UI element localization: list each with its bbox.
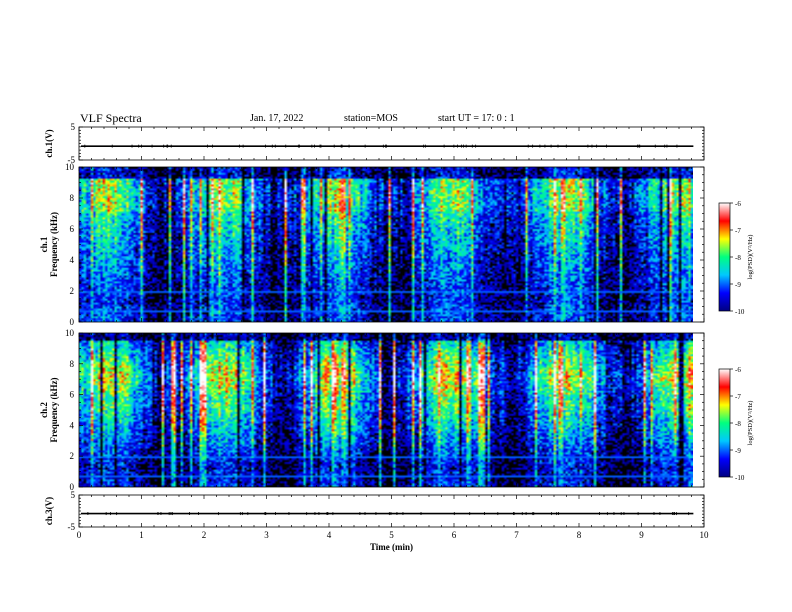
colorbar-tick-label-2-0: -6 <box>735 200 741 208</box>
waveform-spikes-4 <box>87 512 690 516</box>
colorbar-tick-label-2-1: -7 <box>735 227 741 235</box>
station-key: station= <box>344 113 377 124</box>
spectrogram-xticks-3 <box>78 333 705 487</box>
ytick-label-3-2: 2 <box>70 451 75 461</box>
ytick-label-2-8: 8 <box>70 193 75 203</box>
ytick-label-2-6: 6 <box>70 224 75 234</box>
xtick-label-1: 1 <box>139 530 144 540</box>
spectrogram-xticks-2 <box>78 167 705 322</box>
spectrogram-yticks-3 <box>79 332 704 488</box>
start-time-label: start UT = 17: 0 : 1 <box>438 113 515 124</box>
ylabel-1: ch.1(V) <box>44 129 54 157</box>
colorbar-tick-label-2-4: -10 <box>735 308 745 316</box>
ytick-label-3-10: 10 <box>65 328 75 338</box>
xtick-label-8: 8 <box>577 530 582 540</box>
colorbar-tick-label-3-1: -7 <box>735 393 741 401</box>
spectrogram-blank-2 <box>693 167 704 322</box>
waveform-panel-1 <box>78 126 705 161</box>
station-label: station=MOS <box>344 113 398 124</box>
xtick-label-10: 10 <box>700 530 710 540</box>
ylabel-4: ch.3(V) <box>44 497 54 525</box>
xaxis-label: Time (min) <box>370 542 413 552</box>
ylabel-2-channel: ch.1 <box>39 236 49 252</box>
ylabel-2-frequency: Frequency (kHz) <box>49 212 59 277</box>
colorbar-tick-label-2-3: -9 <box>735 281 741 289</box>
xtick-label-6: 6 <box>452 530 457 540</box>
waveform-xticks-1 <box>78 127 705 160</box>
colorbar-3 <box>718 368 731 478</box>
colorbar-label-3: log(PSD)(V²/Hz) <box>747 401 754 446</box>
xtick-label-5: 5 <box>389 530 394 540</box>
spectrogram-image-2 <box>79 167 693 322</box>
ylabel-3-frequency: Frequency (kHz) <box>49 377 59 442</box>
colorbar-label-2: log(PSD)(V²/Hz) <box>747 235 754 280</box>
waveform-spikes-1 <box>84 144 678 148</box>
colorbar-tick-label-3-2: -8 <box>735 420 741 428</box>
waveform-yticks-4 <box>79 494 704 528</box>
spectrogram-image-3 <box>79 333 693 487</box>
xtick-label-4: 4 <box>327 530 332 540</box>
date-label: Jan. 17, 2022 <box>250 113 304 124</box>
figure-title: VLF Spectra <box>80 111 142 125</box>
waveform-yticks-1 <box>79 126 704 161</box>
ytick-label-3-8: 8 <box>70 359 75 369</box>
xtick-label-7: 7 <box>514 530 519 540</box>
ytick-label-3-6: 6 <box>70 390 75 400</box>
ytick-label-2-4: 4 <box>70 255 75 265</box>
spectrogram-blank-3 <box>693 333 704 487</box>
xtick-label-9: 9 <box>639 530 644 540</box>
station-value: MOS <box>376 113 398 124</box>
waveform-xticks-4 <box>78 495 705 527</box>
colorbar-tick-label-3-4: -10 <box>735 474 745 482</box>
xtick-label-0: 0 <box>77 530 82 540</box>
ytick-label-3-0: 0 <box>70 482 75 492</box>
ylabel-3-channel: ch.2 <box>39 402 49 418</box>
ytick-label-1-bottom: -5 <box>68 155 76 165</box>
start-key: start UT = <box>438 113 480 124</box>
waveform-panel-4 <box>78 494 705 528</box>
ytick-label-4-bottom: -5 <box>68 522 76 532</box>
colorbar-tick-label-3-0: -6 <box>735 366 741 374</box>
ytick-label-1-top: 5 <box>71 122 76 132</box>
start-value: 17: 0 : 1 <box>481 113 515 124</box>
xtick-label-3: 3 <box>264 530 269 540</box>
colorbar-2 <box>718 202 731 312</box>
spectrogram-yticks-2 <box>79 166 704 323</box>
colorbar-tick-label-3-3: -9 <box>735 447 741 455</box>
ytick-label-4-top: 5 <box>71 490 76 500</box>
xtick-label-2: 2 <box>202 530 207 540</box>
ytick-label-2-0: 0 <box>70 317 75 327</box>
ytick-label-3-4: 4 <box>70 420 75 430</box>
ytick-label-2-2: 2 <box>70 286 75 296</box>
ytick-label-2-10: 10 <box>65 162 75 172</box>
colorbar-tick-label-2-2: -8 <box>735 254 741 262</box>
